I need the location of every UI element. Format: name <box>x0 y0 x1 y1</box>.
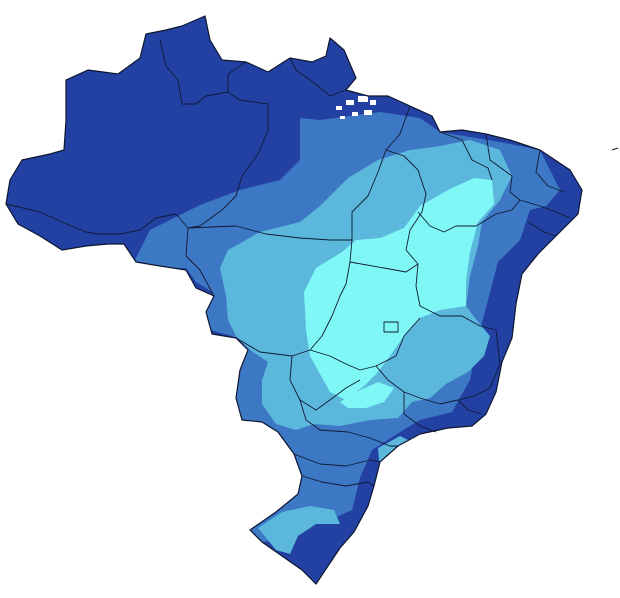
state-border <box>289 355 361 411</box>
river-mouth-islands <box>336 96 376 119</box>
state-border <box>405 249 497 331</box>
state-border <box>519 199 571 219</box>
state-border <box>187 225 352 241</box>
state-border <box>159 39 247 105</box>
state-border <box>457 399 483 415</box>
state-border <box>535 149 565 193</box>
zone-class-4-south <box>340 382 394 408</box>
zone-class-4 <box>304 178 494 400</box>
state-borders <box>5 39 571 487</box>
state-border <box>309 317 421 371</box>
state-border <box>403 392 437 433</box>
state-border <box>375 329 501 405</box>
state-border <box>385 149 427 251</box>
state-border <box>301 475 375 487</box>
state-border <box>235 337 311 357</box>
state-border <box>289 57 347 97</box>
state-border <box>439 131 493 181</box>
state-border <box>527 221 557 237</box>
federal-district-border <box>383 321 399 333</box>
state-border <box>351 105 411 240</box>
state-border <box>349 261 419 273</box>
country-outline <box>5 15 583 585</box>
state-border <box>293 453 381 467</box>
zone-class-3-south <box>258 506 340 554</box>
state-border <box>187 91 269 229</box>
offshore-island-mark <box>611 147 619 151</box>
state-border <box>5 203 189 235</box>
state-border <box>299 399 398 447</box>
state-border <box>417 199 521 233</box>
state-border <box>185 227 215 297</box>
state-border <box>485 133 521 201</box>
